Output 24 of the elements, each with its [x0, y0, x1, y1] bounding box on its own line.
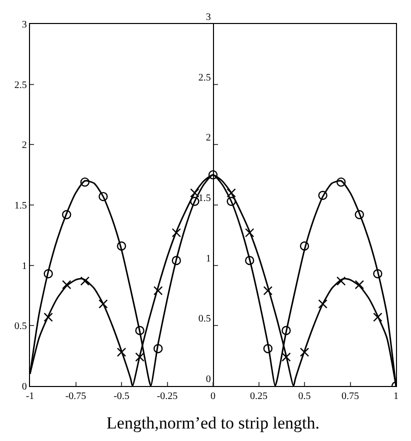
y-tick-label: 2: [22, 140, 27, 152]
x-tick-label: 0.25: [250, 391, 268, 402]
x-tick-label: 1: [394, 391, 398, 402]
y-tick-label: 0: [22, 382, 27, 392]
y2-tick-label: 1: [206, 253, 211, 264]
y-tick-label: 0.5: [14, 321, 27, 332]
y2-tick-label: 2.5: [198, 72, 211, 84]
y-tick-label: 1.5: [14, 200, 27, 212]
y2-tick-label: 2: [206, 132, 211, 144]
x-tick-label: -0.25: [156, 391, 178, 402]
y-tick-label: 1: [22, 260, 27, 272]
y-tick-label: 2.5: [14, 80, 27, 91]
x-tick-label: -0.75: [65, 391, 86, 402]
x-axis-title: Length,norm’ed to strip length.: [106, 414, 320, 432]
x-tick-label: 0.5: [298, 391, 311, 402]
y2-tick-label: 0: [206, 374, 211, 385]
y2-tick-label: 0.5: [198, 314, 211, 325]
x-tick-label: -0.5: [114, 391, 130, 402]
y-tick-label: 3: [22, 20, 27, 30]
y2-tick-label: 3: [206, 12, 211, 23]
x-tick-label: -1: [26, 391, 34, 402]
y2-tick-label: 1.5: [198, 193, 211, 204]
x-tick-label: 0.75: [342, 391, 359, 402]
x-tick-label: 0: [210, 391, 216, 402]
